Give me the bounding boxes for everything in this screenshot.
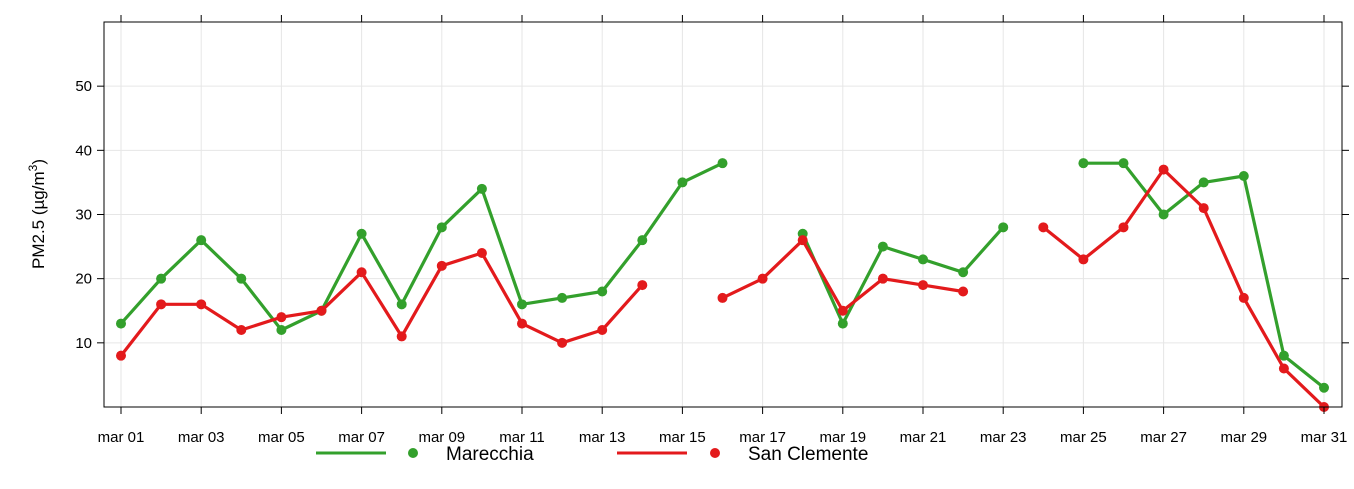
data-point-marecchia xyxy=(1198,177,1209,188)
data-point-san-clemente xyxy=(837,305,848,316)
series-san-clemente xyxy=(116,164,1329,412)
x-tick-label: mar 31 xyxy=(1301,429,1348,446)
data-point-san-clemente xyxy=(1078,254,1089,265)
y-tick-label: 40 xyxy=(75,142,92,159)
data-point-san-clemente xyxy=(1158,164,1169,175)
data-point-san-clemente xyxy=(1038,222,1049,233)
series-line-marecchia xyxy=(801,225,1005,326)
data-point-san-clemente xyxy=(557,337,568,348)
data-point-marecchia xyxy=(877,241,888,252)
data-point-san-clemente xyxy=(276,312,287,323)
data-point-marecchia xyxy=(717,158,728,169)
data-point-marecchia xyxy=(156,273,167,284)
x-tick-label: mar 29 xyxy=(1220,429,1267,446)
data-point-san-clemente xyxy=(476,248,487,258)
series-line-san-clemente xyxy=(119,251,644,358)
y-tick-label: 30 xyxy=(75,207,92,224)
legend-marker-marecchia xyxy=(408,448,418,458)
x-tick-label: mar 15 xyxy=(659,429,706,446)
data-point-marecchia xyxy=(1278,350,1289,361)
x-tick-label: mar 13 xyxy=(579,429,626,446)
data-point-marecchia xyxy=(236,273,247,284)
data-point-marecchia xyxy=(396,299,407,310)
data-point-marecchia xyxy=(677,177,688,188)
y-axis-label: PM2.5 (µg/m3) xyxy=(26,159,48,269)
data-point-san-clemente xyxy=(757,273,768,284)
x-tick-label: mar 07 xyxy=(338,429,385,446)
axes: mar 01 mar 03 mar 05 mar 07 mar 09 mar 11 mar … xyxy=(75,15,1349,446)
x-tick-label: mar 17 xyxy=(739,429,786,446)
data-point-san-clemente xyxy=(196,299,207,310)
data-point-marecchia xyxy=(1158,209,1169,220)
y-axis-label-text: PM2.5 (µg/m xyxy=(29,171,48,269)
data-point-marecchia xyxy=(476,183,487,194)
data-point-marecchia xyxy=(356,228,367,239)
legend-label-san-clemente: San Clemente xyxy=(748,444,868,465)
data-point-marecchia xyxy=(637,235,648,246)
legend-item-marecchia: Marecchia xyxy=(316,444,534,465)
data-point-san-clemente xyxy=(958,286,969,297)
data-point-san-clemente xyxy=(356,267,367,278)
data-point-san-clemente xyxy=(436,260,447,271)
y-tick-label: 20 xyxy=(75,271,92,288)
data-point-marecchia xyxy=(597,286,608,297)
data-point-san-clemente xyxy=(877,273,888,284)
x-tick-label: mar 01 xyxy=(98,429,145,446)
data-point-marecchia xyxy=(918,254,928,265)
data-point-marecchia xyxy=(1319,382,1329,393)
x-tick-label: mar 19 xyxy=(819,429,866,446)
legend-marker-san-clemente xyxy=(710,448,720,458)
data-point-san-clemente xyxy=(316,305,327,316)
data-point-san-clemente xyxy=(918,280,928,291)
data-point-marecchia xyxy=(1078,158,1089,169)
data-point-marecchia xyxy=(196,235,207,246)
data-point-san-clemente xyxy=(797,235,808,246)
x-tick-label: mar 11 xyxy=(499,429,545,446)
data-point-san-clemente xyxy=(156,299,167,310)
y-tick-label: 50 xyxy=(75,78,92,95)
data-point-san-clemente xyxy=(637,280,648,291)
data-point-marecchia xyxy=(1238,171,1249,181)
data-point-san-clemente xyxy=(116,350,126,361)
data-point-marecchia xyxy=(958,267,969,278)
data-point-marecchia xyxy=(837,318,848,329)
x-tick-label: mar 25 xyxy=(1060,429,1107,446)
y-axis-label-suffix: ) xyxy=(29,159,48,165)
data-point-san-clemente xyxy=(517,318,527,329)
x-tick-label: mar 23 xyxy=(980,429,1027,446)
data-point-san-clemente xyxy=(1238,292,1249,303)
data-point-san-clemente xyxy=(597,325,608,335)
gridlines xyxy=(104,22,1342,407)
data-point-marecchia xyxy=(276,325,287,335)
x-tick-label: mar 09 xyxy=(418,429,465,446)
series-layer xyxy=(116,158,1329,412)
y-tick-label: 10 xyxy=(75,335,92,352)
data-point-san-clemente xyxy=(396,331,407,342)
series-line-marecchia xyxy=(119,161,725,332)
x-tick-label: mar 27 xyxy=(1140,429,1187,446)
series-line-san-clemente xyxy=(1041,168,1326,409)
y-axis-label-superscript: 3 xyxy=(26,164,40,171)
data-point-marecchia xyxy=(1118,158,1129,169)
x-tick-label: mar 05 xyxy=(258,429,305,446)
data-point-marecchia xyxy=(517,299,527,310)
data-point-marecchia xyxy=(557,292,568,303)
data-point-san-clemente xyxy=(1198,203,1209,214)
data-point-san-clemente xyxy=(1278,363,1289,374)
data-point-san-clemente xyxy=(717,292,728,303)
series-marecchia xyxy=(116,158,1329,393)
legend-label-marecchia: Marecchia xyxy=(446,444,534,465)
data-point-san-clemente xyxy=(236,325,247,335)
data-point-marecchia xyxy=(116,318,126,329)
data-point-marecchia xyxy=(998,222,1009,233)
x-tick-label: mar 03 xyxy=(178,429,225,446)
x-tick-label: mar 21 xyxy=(900,429,947,446)
legend: Marecchia San Clemente xyxy=(316,444,868,465)
data-point-san-clemente xyxy=(1118,222,1129,233)
data-point-marecchia xyxy=(436,222,447,233)
legend-item-san-clemente: San Clemente xyxy=(617,444,868,465)
